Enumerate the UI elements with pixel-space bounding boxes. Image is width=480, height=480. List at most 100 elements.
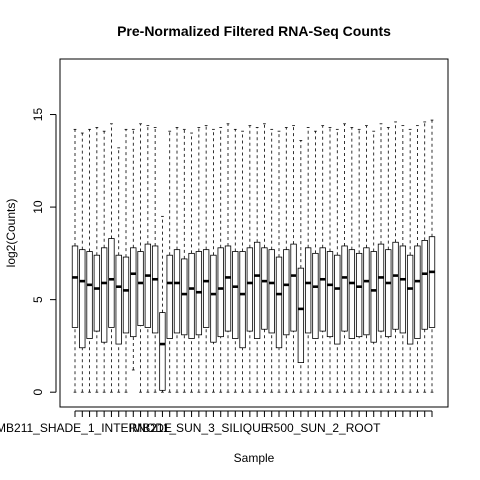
box-iqr bbox=[79, 249, 86, 349]
box-sample-13 bbox=[159, 215, 166, 393]
box-iqr bbox=[246, 247, 254, 332]
box-iqr bbox=[253, 241, 261, 339]
box-sample-40 bbox=[355, 128, 363, 393]
x-tick-label: IMB211_SHADE_1_INTERNODE bbox=[0, 421, 172, 435]
box-iqr bbox=[399, 245, 407, 334]
box-sample-43 bbox=[377, 123, 385, 393]
box-sample-4 bbox=[93, 127, 101, 393]
box-sample-22 bbox=[224, 123, 232, 393]
box-sample-49 bbox=[421, 121, 428, 393]
box-iqr bbox=[173, 249, 181, 334]
y-tick-label: 0 bbox=[31, 389, 45, 396]
box-iqr bbox=[355, 252, 363, 338]
box-iqr bbox=[261, 247, 268, 330]
plot-frame bbox=[59, 58, 449, 408]
box-sample-1 bbox=[71, 128, 79, 393]
box-sample-35 bbox=[319, 125, 326, 393]
y-tick-label: 15 bbox=[31, 108, 45, 122]
box-iqr bbox=[414, 245, 421, 339]
box-sample-48 bbox=[414, 125, 421, 393]
box-sample-16 bbox=[181, 128, 188, 393]
box-iqr bbox=[406, 254, 414, 345]
box-iqr bbox=[421, 240, 428, 330]
box-iqr bbox=[268, 249, 275, 334]
box-iqr bbox=[86, 251, 93, 339]
box-sample-33 bbox=[304, 127, 312, 393]
box-iqr bbox=[224, 245, 232, 332]
y-axis-label: log2(Counts) bbox=[4, 199, 18, 268]
box-sample-27 bbox=[261, 123, 268, 393]
y-tick-label: 5 bbox=[31, 296, 45, 303]
box-sample-12 bbox=[151, 127, 159, 393]
box-iqr bbox=[304, 247, 312, 334]
box-sample-9 bbox=[130, 128, 137, 371]
box-iqr bbox=[341, 245, 348, 332]
box-sample-23 bbox=[232, 128, 239, 393]
box-sample-44 bbox=[385, 127, 392, 393]
box-sample-42 bbox=[370, 130, 377, 393]
box-sample-29 bbox=[275, 130, 283, 393]
box-iqr bbox=[151, 245, 159, 334]
box-iqr bbox=[137, 251, 144, 326]
box-sample-37 bbox=[334, 128, 341, 393]
box-iqr bbox=[217, 247, 224, 338]
box-iqr bbox=[166, 254, 173, 339]
box-sample-2 bbox=[79, 132, 86, 393]
box-sample-15 bbox=[173, 127, 181, 393]
box-sample-45 bbox=[392, 121, 399, 393]
x-axis: IMB211_SHADE_1_INTERNODEIMB211_SUN_3_SIL… bbox=[0, 410, 433, 435]
box-iqr bbox=[297, 267, 305, 363]
box-iqr bbox=[159, 312, 166, 391]
box-iqr bbox=[348, 249, 356, 339]
box-sample-50 bbox=[428, 119, 436, 393]
box-sample-10 bbox=[137, 123, 144, 393]
chart-title: Pre-Normalized Filtered RNA-Seq Counts bbox=[117, 23, 391, 39]
y-tick-label: 10 bbox=[31, 200, 45, 214]
box-sample-46 bbox=[399, 125, 407, 393]
box-iqr bbox=[275, 256, 283, 349]
box-sample-17 bbox=[188, 132, 195, 393]
box-iqr bbox=[93, 254, 101, 332]
box-iqr bbox=[428, 236, 436, 328]
box-sample-3 bbox=[86, 128, 93, 393]
box-iqr bbox=[377, 243, 385, 332]
boxes-group bbox=[71, 119, 436, 393]
box-iqr bbox=[202, 249, 210, 328]
box-iqr bbox=[239, 251, 246, 349]
box-iqr bbox=[100, 247, 108, 343]
box-iqr bbox=[326, 251, 334, 338]
box-iqr bbox=[115, 254, 122, 345]
box-sample-20 bbox=[210, 128, 217, 393]
box-sample-36 bbox=[326, 127, 334, 393]
box-iqr bbox=[181, 258, 188, 336]
box-iqr bbox=[312, 252, 319, 339]
box-sample-7 bbox=[115, 147, 122, 393]
box-sample-34 bbox=[312, 130, 319, 393]
box-sample-30 bbox=[283, 127, 290, 393]
box-iqr bbox=[144, 243, 152, 328]
box-iqr bbox=[210, 254, 217, 343]
x-axis-label: Sample bbox=[234, 451, 275, 465]
box-sample-19 bbox=[202, 125, 210, 393]
box-iqr bbox=[363, 247, 370, 336]
box-sample-39 bbox=[348, 127, 356, 393]
box-iqr bbox=[392, 241, 399, 330]
box-sample-8 bbox=[122, 128, 130, 393]
box-sample-41 bbox=[363, 125, 370, 393]
box-iqr bbox=[232, 251, 239, 339]
x-tick-label: IMB211_SUN_3_SILIQUE bbox=[129, 421, 269, 435]
box-sample-25 bbox=[246, 125, 254, 393]
box-sample-21 bbox=[217, 127, 224, 393]
box-iqr bbox=[130, 247, 137, 338]
y-axis: 0 5 10 15 bbox=[31, 108, 57, 396]
box-iqr bbox=[319, 247, 326, 332]
box-sample-6 bbox=[108, 123, 115, 393]
box-iqr bbox=[108, 238, 115, 328]
box-sample-11 bbox=[144, 125, 152, 393]
box-sample-26 bbox=[253, 127, 261, 393]
box-sample-32 bbox=[297, 140, 305, 393]
box-iqr bbox=[334, 254, 341, 345]
box-sample-5 bbox=[100, 130, 108, 393]
box-iqr bbox=[370, 251, 377, 343]
